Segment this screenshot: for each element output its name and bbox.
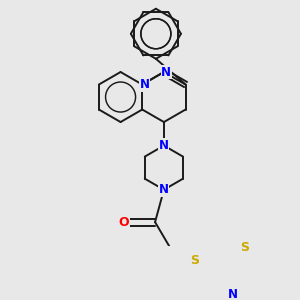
Text: S: S	[190, 254, 199, 267]
Text: N: N	[140, 78, 150, 91]
Text: N: N	[159, 183, 169, 196]
Text: S: S	[240, 241, 249, 254]
Text: N: N	[227, 288, 238, 300]
Text: O: O	[119, 216, 130, 229]
Text: N: N	[161, 65, 171, 79]
Text: N: N	[159, 139, 169, 152]
